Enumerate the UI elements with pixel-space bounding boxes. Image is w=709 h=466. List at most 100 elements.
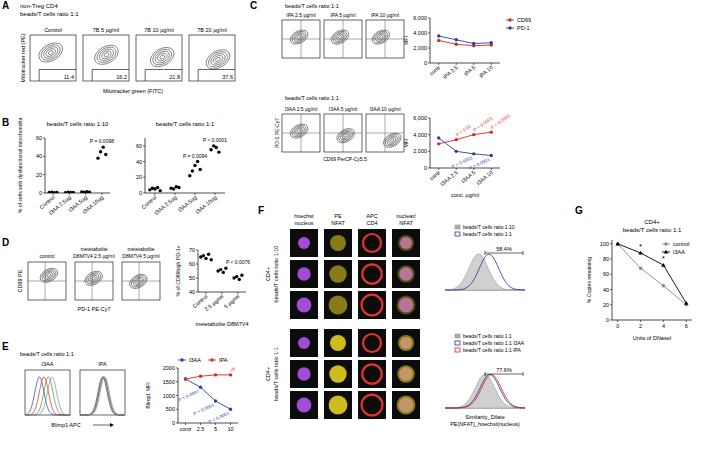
histogram-curve — [445, 254, 525, 290]
contours — [288, 121, 311, 141]
panel-label: B — [2, 117, 9, 128]
x-tick-label: I3AA 2.5 — [439, 169, 459, 187]
y-tick — [428, 151, 430, 152]
histogram-curve — [445, 375, 525, 409]
contour — [390, 138, 395, 142]
point — [199, 386, 202, 389]
x-tick — [438, 63, 439, 65]
x-tick-label: Control — [140, 194, 157, 210]
point — [99, 150, 102, 153]
x-tick-label: IPA 5 — [463, 64, 477, 77]
point — [455, 38, 458, 41]
cell-image — [392, 391, 420, 419]
contour — [331, 29, 349, 45]
line — [618, 244, 687, 305]
legend-label: beads/T cells ratio 1:10 — [463, 224, 515, 230]
label: NFAT — [399, 220, 413, 226]
nucleus — [298, 337, 310, 349]
contours — [38, 265, 61, 285]
y-axis — [612, 240, 613, 320]
x-tick-label: I3AA 10ug — [194, 194, 217, 215]
y-tick — [143, 161, 145, 162]
legend-label: beads/T cells ratio 1:1 — [463, 231, 512, 237]
cell-image — [392, 360, 420, 388]
y-tick — [428, 134, 430, 135]
flow-frame — [282, 20, 320, 58]
flow-plot — [324, 114, 362, 152]
point — [96, 156, 99, 159]
contour — [338, 35, 343, 39]
point — [101, 145, 104, 148]
x-tick — [491, 63, 492, 65]
label: non-Treg CD4 — [20, 3, 58, 9]
quadrant-line — [366, 39, 404, 40]
x-tick-label: 2.5 — [197, 426, 205, 432]
flow-frame — [75, 262, 113, 300]
label: I3AA 2.5 µg/ml — [285, 106, 318, 112]
point — [455, 150, 458, 153]
contour — [388, 136, 397, 144]
flow-plot — [122, 262, 160, 300]
y-tick-label: 0 — [424, 165, 427, 171]
cell-image — [290, 229, 318, 257]
annotation: P = 0.0098 — [90, 138, 114, 144]
annotation: * — [662, 254, 665, 263]
point — [180, 358, 183, 361]
contour — [297, 35, 302, 39]
label: nucleus — [295, 220, 314, 226]
x-tick — [85, 193, 86, 195]
y-tick-label: 2,000 — [413, 148, 427, 154]
cd4 — [362, 264, 381, 283]
label: CD69 PerCP-Cy5.5 — [323, 156, 367, 162]
label: beads/T cells ratio 1:1 — [273, 347, 279, 401]
y-tick-label: 20 — [136, 174, 142, 180]
contour — [288, 121, 311, 141]
cd4 — [362, 364, 381, 383]
x-tick-label: I3AA 2.5ug — [153, 194, 177, 216]
x-tick — [222, 292, 223, 294]
contour — [100, 49, 112, 60]
arrow-head — [110, 423, 114, 427]
annotation: P < 0.0001 — [472, 115, 493, 132]
gate — [39, 70, 76, 82]
x-tick-label: contr — [428, 169, 441, 182]
y-axis — [430, 18, 431, 63]
cell-image — [324, 391, 352, 419]
x-tick — [185, 423, 186, 425]
point — [490, 41, 493, 44]
plot-area — [48, 145, 108, 193]
y-tick — [610, 304, 612, 305]
annotation: P = 0.0007 — [178, 388, 201, 402]
nfat — [397, 265, 414, 282]
x-tick-label: 2.5 µg/ml — [203, 293, 224, 312]
y-tick-label: 60 — [189, 261, 195, 267]
annotation: P < 0.0001 — [490, 113, 511, 130]
point — [664, 250, 668, 254]
point — [508, 26, 511, 29]
label: NFAT — [331, 220, 345, 226]
y-tick — [610, 243, 612, 244]
y-tick-label: 60 — [603, 271, 609, 277]
flow-plot — [366, 114, 404, 152]
y-axis — [198, 250, 199, 292]
axis-title: % of CD69high PD-1+ — [175, 245, 181, 296]
contour — [150, 46, 174, 68]
nucleus — [297, 298, 312, 313]
label: beads/T cells ratio 1:10 — [273, 246, 279, 303]
point — [455, 138, 458, 141]
histogram-curve — [25, 377, 70, 415]
chart: 02,0004,0006,000contrIPA 2.5IPA 5IPA 10M… — [403, 15, 531, 80]
nfat — [398, 235, 414, 251]
x-tick-label: 2 — [639, 323, 642, 329]
contour — [379, 35, 384, 39]
axis-title: metetabolite D8M7V4 — [196, 321, 249, 327]
contour — [383, 132, 401, 148]
contour — [295, 127, 304, 135]
cell-image — [392, 260, 420, 288]
y-tick-label: 40 — [136, 159, 142, 165]
title: beads/T cells ratio 1:1 — [156, 121, 215, 127]
x-tick — [155, 193, 156, 195]
contours — [35, 39, 66, 66]
cell-image — [290, 329, 318, 357]
cell-image — [290, 360, 318, 388]
